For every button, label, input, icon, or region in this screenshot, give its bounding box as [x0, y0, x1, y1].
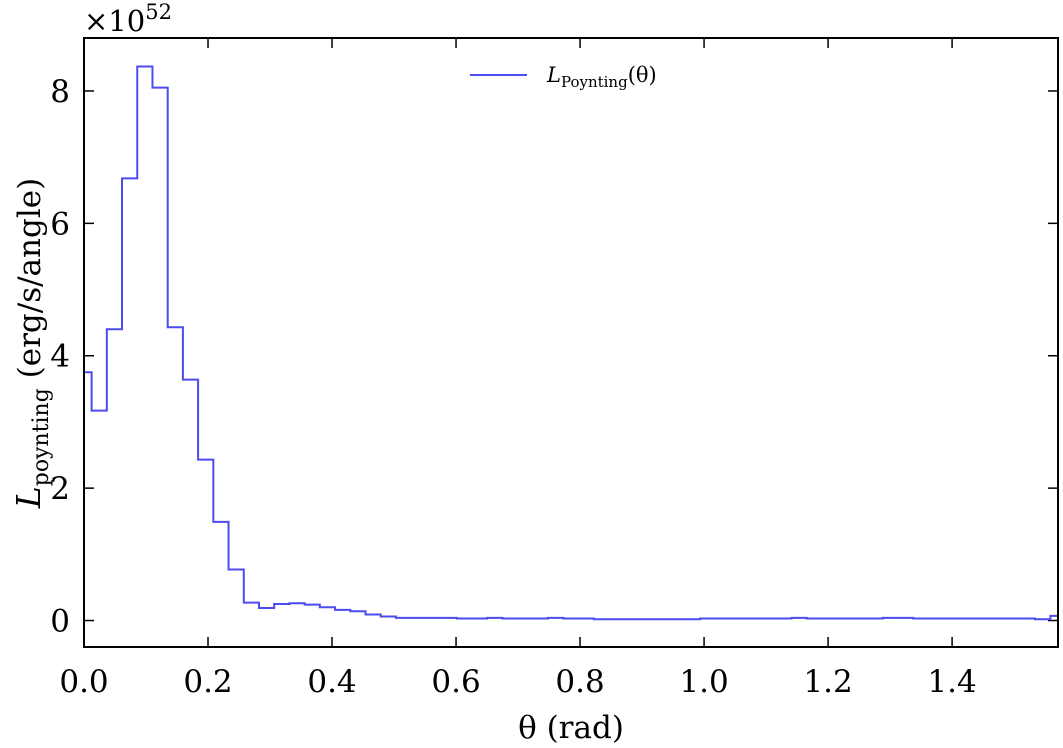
x-tick-label: 1.0	[679, 664, 728, 700]
y-scale-prefix: ×10	[84, 4, 145, 38]
plot-frame	[83, 37, 1059, 648]
x-tick-label: 0.2	[183, 664, 232, 700]
x-tick-label: 1.4	[927, 664, 976, 700]
legend-label: LPoynting(θ)	[546, 63, 657, 91]
y-scale-exponent: 52	[145, 0, 172, 24]
y-axis-label: Lpoynting (erg/s/angle)	[9, 178, 54, 509]
legend-label-main: L	[546, 63, 561, 87]
x-tick-label: 1.2	[803, 664, 852, 700]
series-line	[84, 65, 1058, 621]
y-tick-label: 2	[50, 471, 70, 507]
x-tick-label: 0.0	[59, 664, 108, 700]
series-layer	[84, 65, 1058, 621]
legend: LPoynting(θ)	[470, 63, 657, 91]
y-tick-label: 6	[50, 206, 70, 242]
y-tick-label: 8	[50, 74, 70, 110]
x-tick-label: 0.4	[307, 664, 356, 700]
x-tick-label: 0.8	[555, 664, 604, 700]
x-tick-label: 0.6	[431, 664, 480, 700]
y-tick-label: 0	[50, 604, 70, 640]
x-axis-label: θ (rad)	[518, 710, 624, 746]
y-axis-label-rest: (erg/s/angle)	[12, 178, 48, 388]
y-tick-label: 4	[50, 339, 70, 375]
y-axis-label-main: L	[9, 486, 48, 509]
ticks-layer: 0.0 0.2 0.4 0.6 0.8 1.0 1.2 1.4 0 2 4 6 8	[50, 38, 1058, 700]
legend-label-sub: Poynting	[561, 73, 628, 91]
legend-label-rest: (θ)	[628, 63, 657, 87]
y-axis-label-sub: poynting	[29, 388, 54, 486]
y-scale-factor: ×1052	[84, 0, 172, 38]
